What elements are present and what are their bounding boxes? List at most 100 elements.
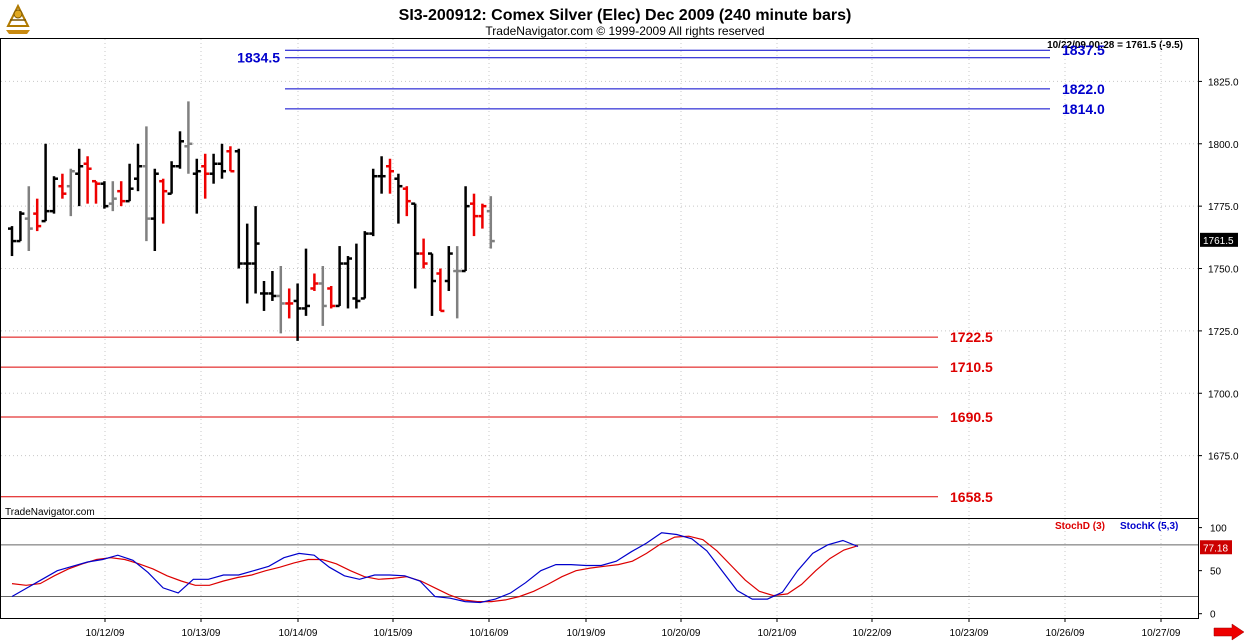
ohlc-bar [100,181,109,209]
resistance-label-left: 1834.5 [237,50,280,66]
chart-frame [0,38,1199,619]
ohlc-bar [50,176,58,214]
y-tick-label: 1700.0 [1208,389,1239,400]
resistance-label: 1814.0 [1062,101,1105,117]
ohlc-bar [66,168,75,217]
y-tick-label: 1800.0 [1208,140,1239,151]
price-bars [8,101,495,341]
last-price-info: 10/22/09 00:28 = 1761.5 (-9.5) [1047,40,1183,51]
ohlc-bar [470,193,478,237]
x-tick-label: 10/22/09 [853,628,892,639]
ohlc-bar [352,243,361,309]
x-tick-label: 10/19/09 [567,628,606,639]
ohlc-bar [8,226,16,257]
support-label: 1658.5 [950,489,993,505]
ohlc-bar [176,131,184,169]
ohlc-bar [293,283,302,341]
ohlc-bar [318,266,327,326]
y-tick-label: 1725.0 [1208,327,1239,338]
ohlc-bar [218,143,226,179]
ohlc-bar [243,223,252,304]
y-tick-label: 1825.0 [1208,77,1239,88]
ohlc-bar [209,153,218,184]
chart-copyright: TradeNavigator.com © 1999-2009 All right… [485,24,764,38]
ohlc-bar [201,153,210,199]
ohlc-bar [184,101,193,174]
ohlc-bar [134,143,142,192]
x-tick-label: 10/12/09 [86,628,125,639]
ohlc-bar [386,158,394,194]
x-tick-label: 10/23/09 [950,628,989,639]
x-tick-label: 10/27/09 [1142,628,1181,639]
ohlc-bar [226,146,235,173]
ohlc-bar [117,181,126,207]
ohlc-bar [125,163,134,203]
ohlc-bar [377,156,386,194]
ohlc-bar [167,161,176,195]
ohlc-bar [285,288,294,319]
legend-stoch-d: StochD (3) [1055,521,1105,532]
ohlc-bar [461,186,470,273]
ohlc-bar [394,173,403,224]
ohlc-bar [83,156,92,204]
ohlc-bar [360,231,369,300]
ohlc-bar [369,168,378,237]
stochastic-panel: 0 50 100 77.18 [1,524,1232,621]
ohlc-bar [24,186,33,252]
ohlc-bar [75,148,84,207]
stoch-value-badge [1200,540,1232,555]
ohlc-bar [419,238,428,269]
stoch-tick-label: 100 [1210,524,1227,535]
ohlc-bar [268,271,277,301]
legend-stoch-k: StochK (5,3) [1120,521,1178,532]
support-label: 1690.5 [950,409,993,425]
ohlc-bar [276,266,285,334]
ohlc-bar [142,126,151,242]
stoch-tick-label: 0 [1210,610,1216,621]
x-tick-label: 10/15/09 [374,628,413,639]
ohlc-bar [302,248,310,316]
last-price-badge [1200,232,1238,247]
support-label: 1722.5 [950,329,993,345]
x-tick-label: 10/13/09 [182,628,221,639]
chart-title: SI3-200912: Comex Silver (Elec) Dec 2009… [399,7,852,24]
ohlc-bar [344,256,352,309]
ohlc-bar [453,246,462,319]
ohlc-bar [260,280,268,311]
stoch-value-label: 77.18 [1203,543,1228,554]
y-tick-label: 1750.0 [1208,265,1239,276]
ohlc-bar [33,198,42,232]
stoch-series-line [11,532,859,604]
x-tick-label: 10/21/09 [758,628,797,639]
x-tick-label: 10/16/09 [470,628,509,639]
ohlc-bar [150,168,159,252]
ohlc-bar [310,273,319,291]
stoch-series-line [11,535,859,603]
ohlc-bar [444,246,453,291]
stoch-tick-label: 50 [1210,567,1222,578]
watermark: TradeNavigator.com [5,507,95,518]
ohlc-bar [411,202,420,289]
x-tick-label: 10/26/09 [1046,628,1085,639]
sextant-icon [3,0,35,36]
ohlc-bar [41,143,50,223]
ohlc-bar [402,186,411,217]
ohlc-bar [436,268,445,313]
chart-grid [1,39,1198,618]
scroll-right-button[interactable] [1210,623,1245,641]
ohlc-bar [486,196,495,249]
ohlc-bar [108,181,117,212]
ohlc-bar [159,178,168,224]
ohlc-bar [58,173,67,199]
ohlc-bar [92,179,100,204]
y-tick-label: 1775.0 [1208,202,1239,213]
ohlc-bar [16,211,25,243]
arrow-right-icon [1213,623,1245,641]
y-tick-label: 1675.0 [1208,452,1239,463]
ohlc-bar [234,148,243,269]
ohlc-bar [335,246,344,308]
ohlc-bar [251,206,260,294]
ohlc-bar [478,203,487,229]
price-levels: 1837.5 1822.0 1814.0 1834.5 1722.5 1710.5 1690… [1,42,1105,505]
